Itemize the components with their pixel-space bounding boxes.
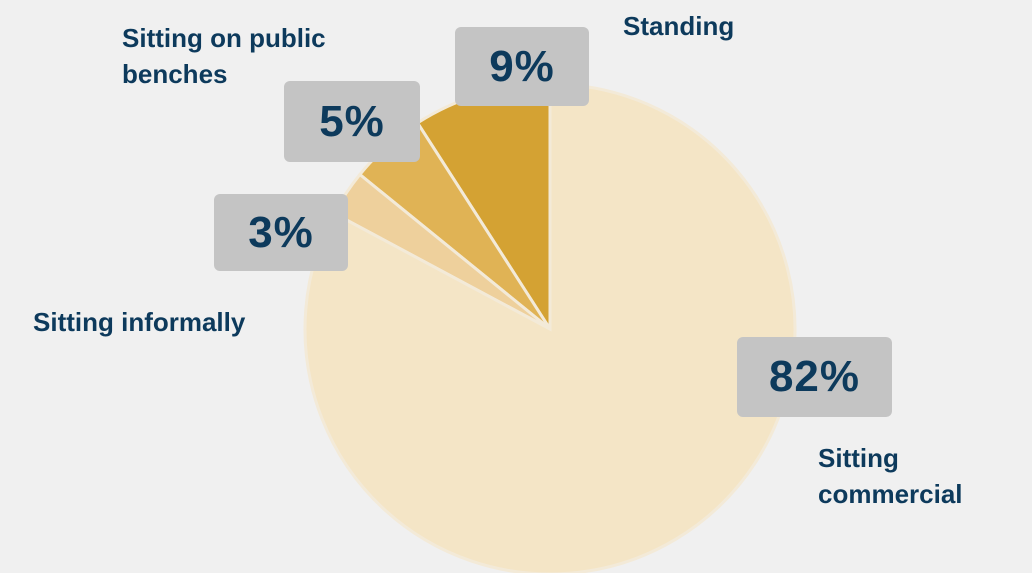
slice-commercial (303, 82, 797, 573)
value-label-standing: 9% (455, 27, 589, 106)
category-label-public-benches: Sitting on public benches (122, 23, 326, 90)
value-label-informally: 3% (214, 194, 348, 271)
category-label-commercial: Sitting commercial (818, 443, 963, 510)
category-label-standing: Standing (623, 11, 735, 41)
value-label-public-benches: 5% (284, 81, 420, 162)
category-label-informally: Sitting informally (33, 307, 246, 337)
value-label-commercial: 82% (737, 337, 892, 417)
